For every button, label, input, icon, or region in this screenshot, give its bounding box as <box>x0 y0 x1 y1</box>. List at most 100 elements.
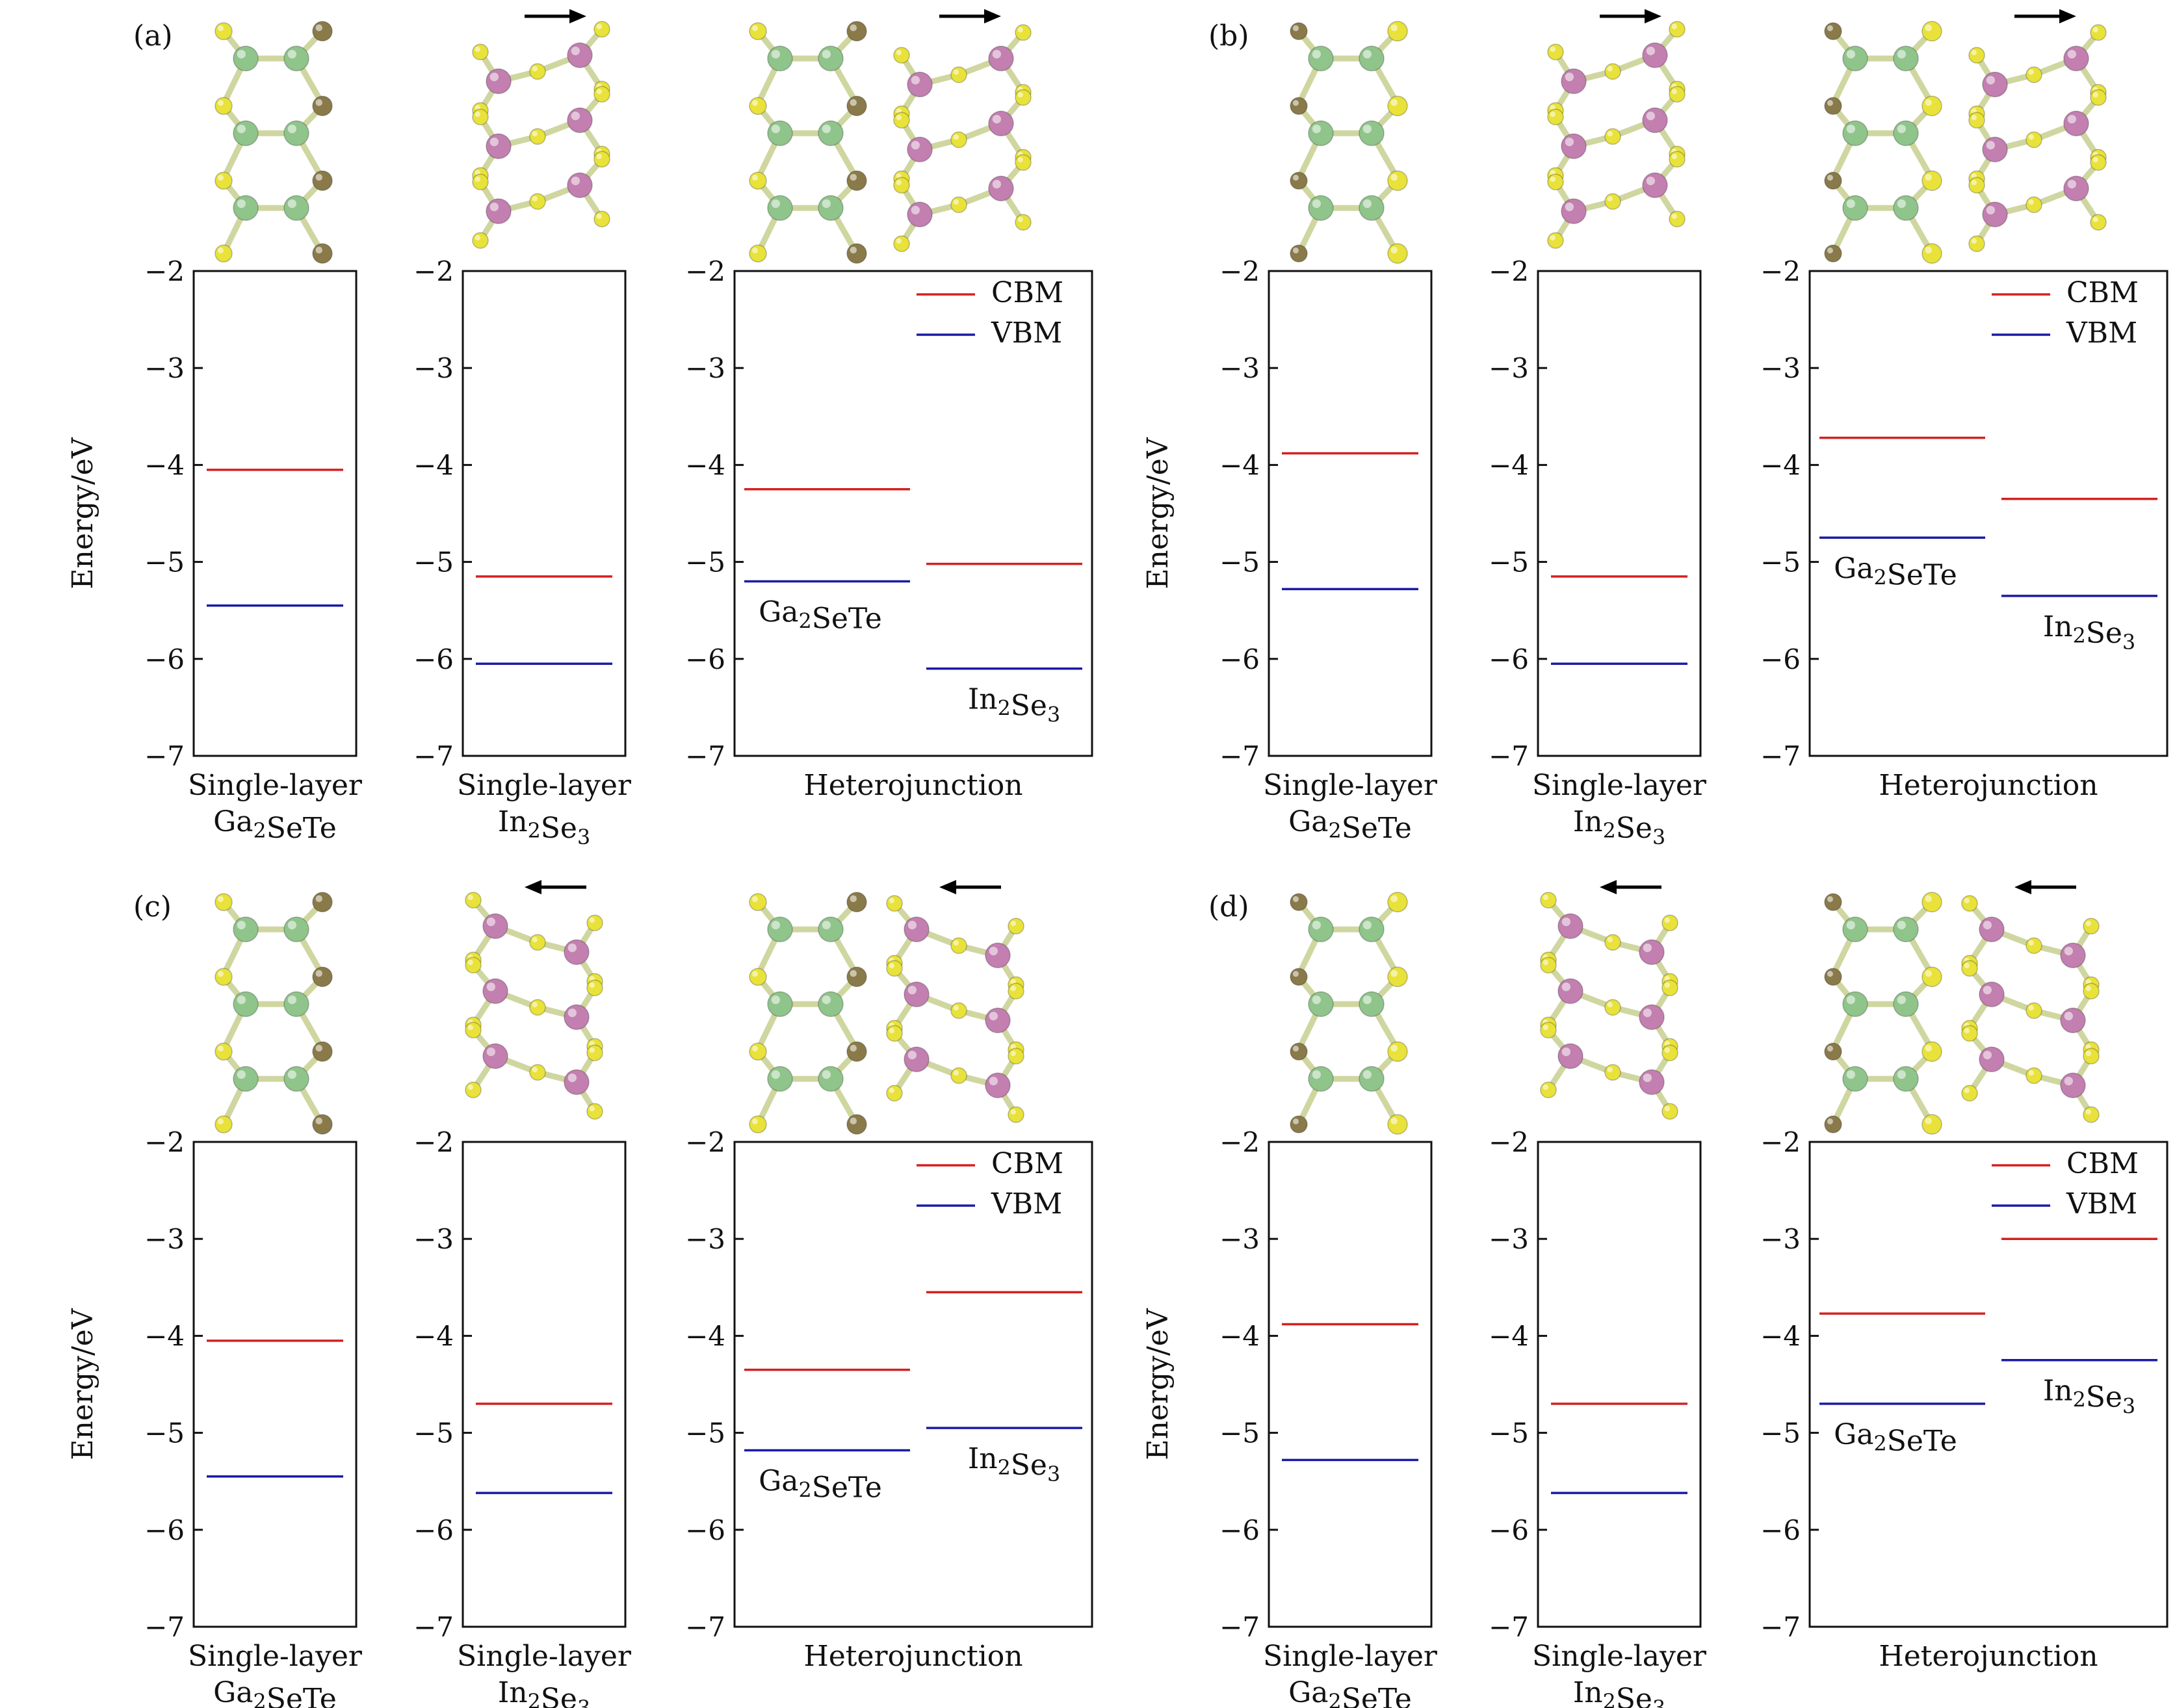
ga-atom-highlight <box>771 920 780 929</box>
te-atom <box>1824 893 1842 911</box>
se-atom-highlight <box>2092 27 2098 32</box>
plot-frame <box>1537 270 1702 757</box>
in-atom-highlight <box>1565 202 1574 211</box>
se-atom <box>529 63 546 80</box>
se-atom-highlight <box>532 66 538 72</box>
te-atom-highlight <box>1292 25 1299 31</box>
se-atom <box>2025 131 2042 148</box>
se-atom <box>1387 21 1408 42</box>
in2se3-label: In2Se3 <box>2043 610 2135 654</box>
se-atom-highlight <box>467 1084 473 1090</box>
in-atom-highlight <box>489 72 499 81</box>
se-atom-highlight <box>1607 937 1613 942</box>
ga-atom-highlight <box>771 199 780 208</box>
se-atom-highlight <box>532 1002 538 1007</box>
y-tick-label: −3 <box>685 1223 725 1255</box>
in-atom-highlight <box>1643 1008 1652 1017</box>
se-atom <box>2083 918 2100 935</box>
se-atom-highlight <box>1964 963 1970 968</box>
se-atom-highlight <box>2092 216 2098 222</box>
in-atom-highlight <box>1646 46 1655 55</box>
x-axis-label: Single-layer <box>188 1640 363 1673</box>
ga-atom <box>1893 991 1919 1017</box>
se-atom <box>1008 983 1024 1000</box>
se-atom <box>529 193 546 210</box>
ga-atom <box>818 916 844 942</box>
in-atom-highlight <box>1983 985 1992 994</box>
se-atom <box>1968 235 1985 252</box>
te-atom <box>1290 1042 1308 1061</box>
se-atom <box>886 1025 903 1042</box>
se-atom <box>749 893 767 911</box>
se-atom-highlight <box>751 174 758 181</box>
ga-atom <box>283 916 309 942</box>
plot-frame <box>1268 270 1433 757</box>
y-tick-label: −7 <box>413 1611 454 1643</box>
in-atom <box>904 916 930 942</box>
y-tick-label: −5 <box>1760 547 1801 578</box>
y-tick-label: −6 <box>1219 643 1260 675</box>
se-atom-highlight <box>217 99 224 106</box>
in-atom <box>486 133 512 159</box>
se-atom <box>1015 89 1032 106</box>
ga-atom-highlight <box>1312 199 1321 208</box>
ga-atom <box>233 120 259 146</box>
ga-atom <box>1842 1066 1868 1092</box>
se-atom-highlight <box>2085 1050 2091 1056</box>
polarization-arrow-icon <box>984 9 1001 23</box>
se-atom <box>529 1064 546 1081</box>
se-atom-highlight <box>2085 979 2091 985</box>
se-atom-highlight <box>1971 179 1977 185</box>
se-atom-highlight <box>751 896 758 902</box>
x-axis-label: Single-layer <box>1263 769 1438 802</box>
polarization-arrow-icon <box>525 880 541 894</box>
outer-atom-highlight <box>315 1117 322 1124</box>
ga-atom <box>1842 120 1868 146</box>
te-atom-highlight <box>850 99 857 106</box>
in-atom-highlight <box>486 1047 495 1056</box>
se-atom <box>1961 1025 1978 1042</box>
ga-atom-highlight <box>1362 995 1372 1004</box>
outer-atom-highlight <box>1390 1117 1398 1124</box>
se-atom-highlight <box>896 108 902 114</box>
plot-frame <box>192 270 358 757</box>
se-atom <box>1604 934 1621 951</box>
ga2sete-label: Ga2SeTe <box>1834 552 1957 591</box>
in-atom-highlight <box>992 114 1001 124</box>
se-atom-highlight <box>2028 69 2034 75</box>
x-axis-label: Heterojunction <box>803 1640 1022 1673</box>
subplot-3: −2 −3 −4 −5 −6 −7 Heterojunction Ga2SeTe In2Se3 C… <box>685 1126 1093 1673</box>
ga-atom-highlight <box>822 1070 831 1079</box>
in2se3-label: In2Se3 <box>968 1442 1060 1486</box>
in-atom-highlight <box>1986 75 1995 84</box>
ga-atom <box>233 195 259 221</box>
in-atom-highlight <box>989 1011 998 1020</box>
outer-atom <box>1824 244 1842 263</box>
ga-atom-highlight <box>1362 49 1372 58</box>
legend-cbm-label: CBM <box>991 1147 1063 1180</box>
y-tick-label: −2 <box>685 255 725 287</box>
ga-atom <box>1308 120 1334 146</box>
se-atom-highlight <box>953 940 959 946</box>
in-atom-highlight <box>2067 49 2076 58</box>
se-atom <box>2083 1048 2100 1065</box>
outer-atom <box>1921 1114 1942 1135</box>
te-atom <box>1824 968 1842 986</box>
se-atom <box>950 1002 967 1019</box>
y-tick-label: −7 <box>144 1611 185 1643</box>
in-atom <box>985 942 1011 968</box>
outer-atom-highlight <box>1925 1117 1932 1124</box>
in-atom <box>486 68 512 94</box>
se-atom <box>893 177 910 194</box>
se-atom-highlight <box>1925 895 1932 902</box>
te-atom-highlight <box>315 895 322 902</box>
se-atom <box>1921 21 1942 42</box>
se-atom-highlight <box>1543 894 1548 900</box>
ga-atom-highlight <box>822 995 831 1004</box>
x-axis-label: Ga2SeTe <box>213 805 337 845</box>
ga-atom-highlight <box>1897 920 1906 929</box>
te-atom <box>846 21 867 42</box>
y-tick-label: −3 <box>144 352 185 384</box>
